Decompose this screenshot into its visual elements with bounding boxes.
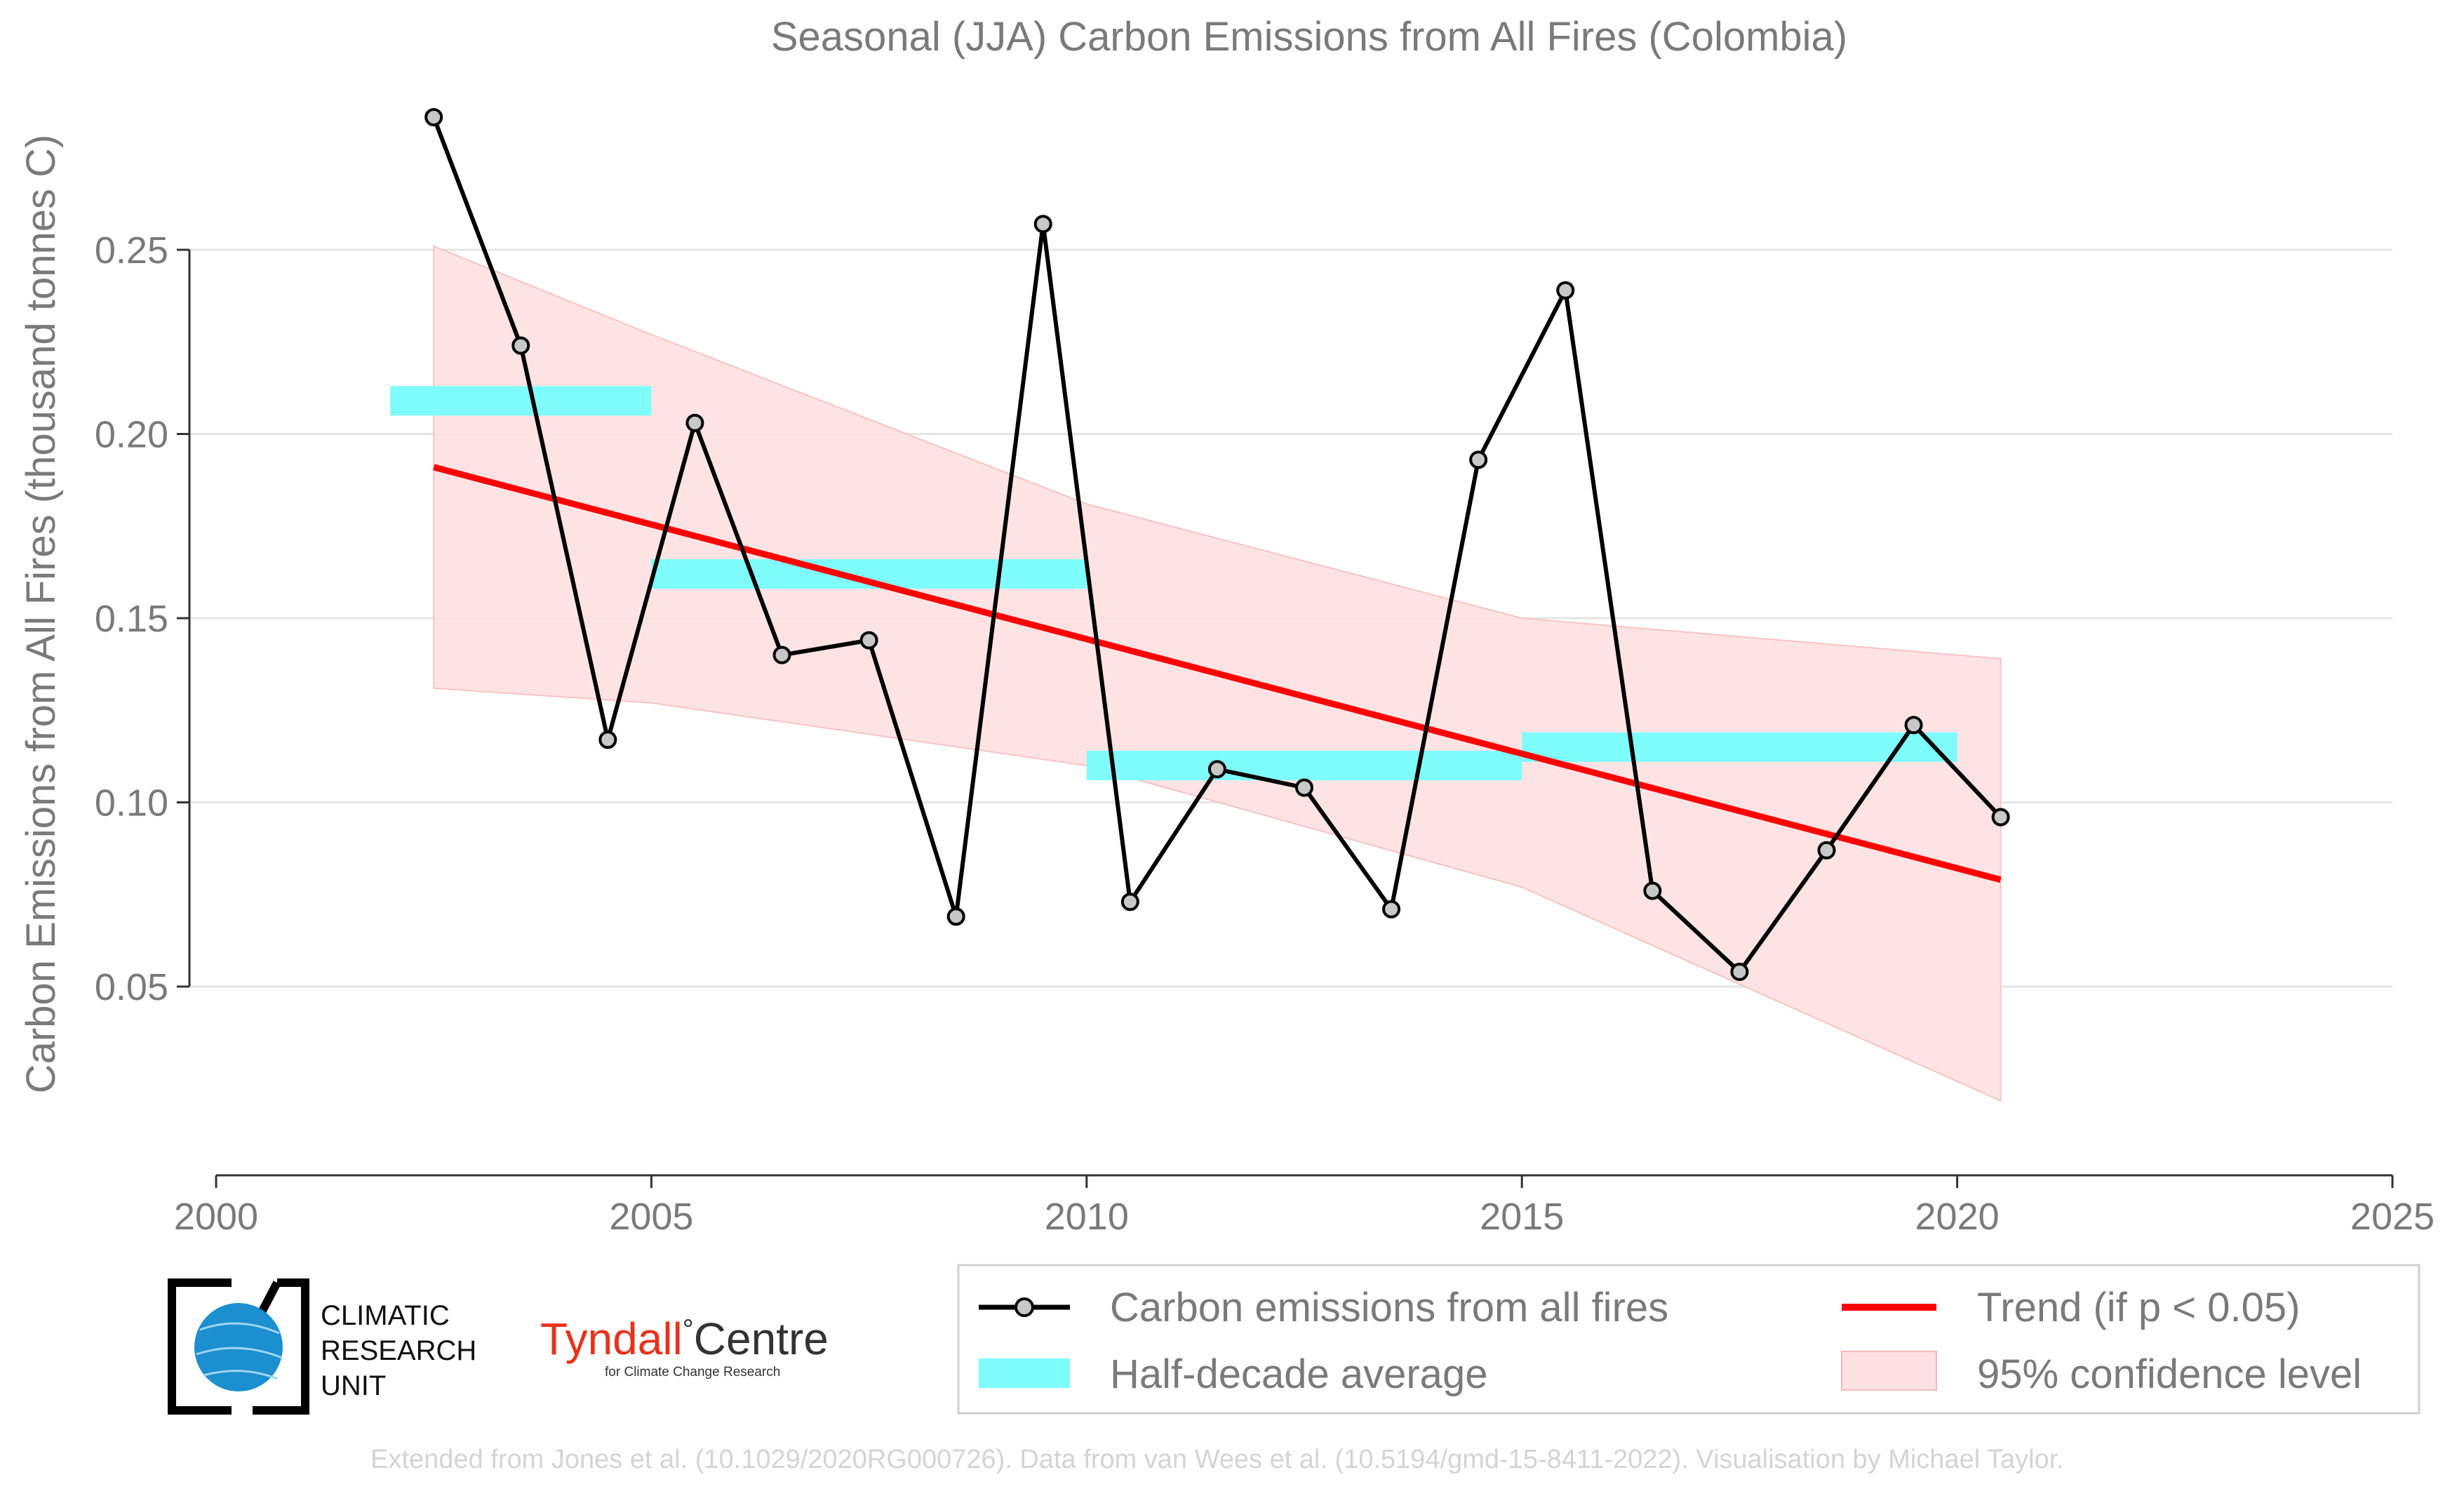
tyndall-subtitle: for Climate Change Research — [605, 1365, 780, 1380]
cru-bracket-left — [168, 1278, 232, 1415]
emissions-point — [772, 646, 791, 664]
y-tick-label: 0.10 — [95, 782, 168, 824]
x-ticks: 2000 2005 2010 2015 2020 2025 — [174, 1175, 2435, 1238]
cru-logo: CLIMATIC RESEARCH UNIT — [168, 1278, 476, 1415]
emissions-point — [1904, 716, 1923, 735]
x-tick-label: 2010 — [1045, 1196, 1129, 1238]
half-decade-bar — [390, 386, 652, 416]
emissions-point — [424, 108, 443, 126]
y-tick-label: 0.20 — [95, 414, 168, 456]
tyndall-degree: ° — [683, 1314, 694, 1345]
legend-box — [957, 1264, 2421, 1415]
chart-title: Seasonal (JJA) Carbon Emissions from All… — [771, 14, 1847, 60]
emissions-point — [1991, 808, 2010, 827]
y-tick-label: 0.15 — [95, 598, 168, 640]
y-tick-label: 0.05 — [95, 966, 168, 1008]
x-tick-label: 2000 — [174, 1196, 258, 1238]
tyndall-logo: Tyndall°Centre for Climate Change Resear… — [540, 1314, 829, 1380]
legend-average-label: Half-decade average — [1110, 1351, 1487, 1397]
y-tick-label: 0.25 — [95, 229, 168, 272]
trend-line-path — [433, 464, 2002, 883]
cru-bracket-right — [253, 1278, 309, 1415]
legend-average-swatch — [979, 1358, 1070, 1388]
legend-ci-swatch — [1841, 1351, 1937, 1391]
half-decade-bar — [1522, 732, 1957, 762]
legend-trend-label: Trend (if p < 0.05) — [1977, 1285, 2300, 1330]
emissions-point — [1817, 841, 1836, 860]
legend-emissions-label: Carbon emissions from all fires — [1110, 1285, 1668, 1330]
emissions-point — [1382, 900, 1401, 919]
globe-lines-icon — [196, 1322, 283, 1380]
emissions-point — [946, 907, 965, 926]
x-tick-label: 2025 — [2350, 1196, 2435, 1238]
cru-line-1: CLIMATIC — [321, 1300, 450, 1331]
half-decade-bar — [1086, 751, 1522, 780]
emissions-point — [1643, 881, 1662, 900]
legend-ci-label: 95% confidence level — [1977, 1351, 2362, 1397]
credit-text: Extended from Jones et al. (10.1029/2020… — [370, 1445, 2064, 1474]
cru-line-2: RESEARCH — [321, 1335, 476, 1366]
emissions-point — [1120, 893, 1139, 911]
x-tick-label: 2015 — [1480, 1196, 1564, 1238]
emissions-point — [859, 631, 878, 650]
legend: Carbon emissions from all fires Trend (i… — [957, 1264, 2421, 1415]
emissions-point — [598, 730, 617, 749]
trend-line — [433, 464, 2002, 883]
emissions-point — [1556, 281, 1575, 300]
emissions-series — [424, 108, 2010, 981]
y-axis-label: Carbon Emissions from All Fires (thousan… — [18, 135, 64, 1094]
tyndall-name: Tyndall°Centre — [540, 1314, 829, 1364]
tyndall-name-part2: Centre — [694, 1314, 829, 1364]
legend-emissions-marker — [1015, 1297, 1034, 1317]
emissions-point — [685, 413, 704, 432]
emissions-point — [1469, 450, 1488, 469]
emissions-point — [1033, 215, 1052, 234]
x-tick-label: 2005 — [609, 1196, 693, 1238]
emissions-point — [1295, 778, 1313, 797]
tyndall-name-part1: Tyndall — [540, 1314, 683, 1364]
half-decade-bars — [390, 386, 1957, 780]
y-ticks: 0.05 0.10 0.15 0.20 0.25 — [95, 229, 189, 1008]
emissions-point — [1730, 963, 1749, 981]
emissions-point — [511, 336, 530, 355]
emissions-point — [1207, 760, 1226, 779]
x-tick-label: 2020 — [1915, 1196, 2000, 1238]
cru-line-3: UNIT — [321, 1370, 386, 1401]
